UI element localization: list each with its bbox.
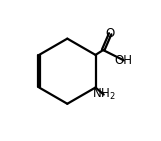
Text: NH$_2$: NH$_2$ [92,87,116,102]
Text: O: O [106,27,115,40]
Text: OH: OH [115,54,133,67]
